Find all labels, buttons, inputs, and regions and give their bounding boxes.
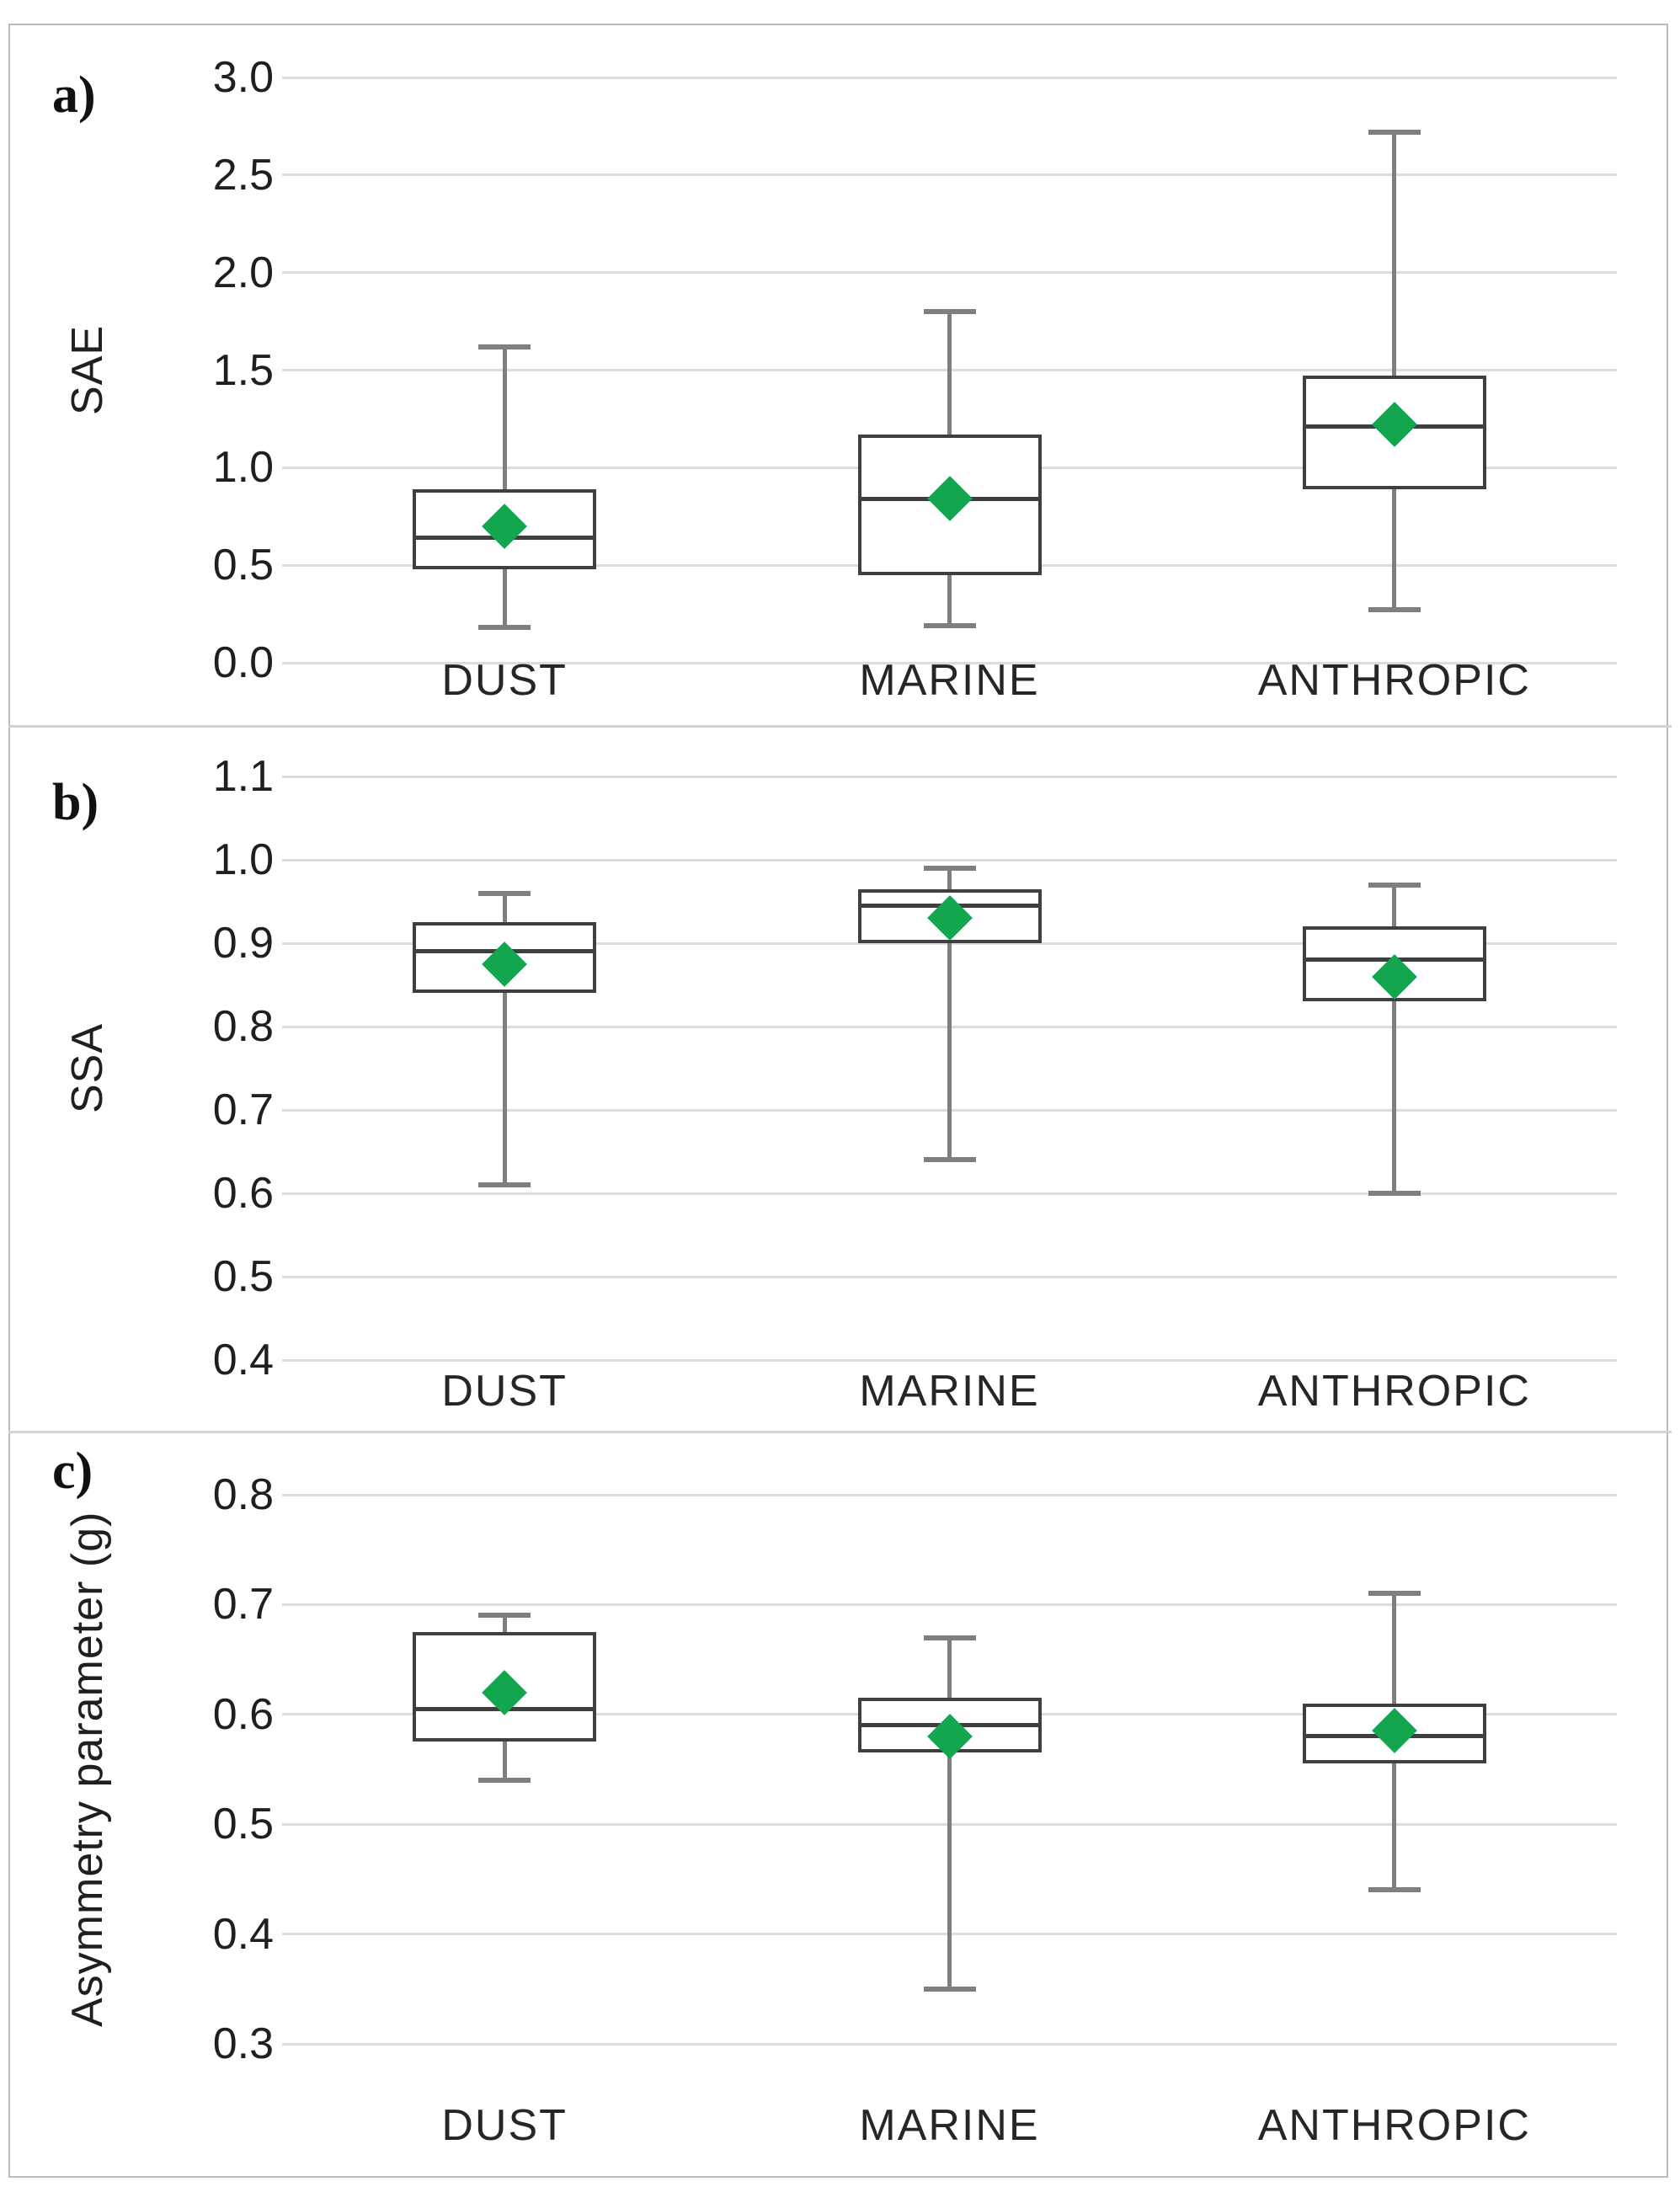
whisker-cap-top	[923, 1635, 976, 1640]
whisker-cap-bottom	[923, 1986, 976, 1992]
whisker-cap-bottom	[1368, 607, 1421, 613]
y-tick-label: 0.7	[212, 1085, 274, 1134]
whisker-line	[1392, 884, 1397, 1193]
whisker-cap-top	[923, 309, 976, 314]
y-tick-label: 0.7	[212, 1580, 274, 1630]
gridline	[282, 1493, 1617, 1496]
y-tick-label: 0.5	[212, 1252, 274, 1301]
gridline	[282, 775, 1617, 778]
whisker-cap-bottom	[1368, 1191, 1421, 1196]
panel-divider	[8, 725, 1672, 728]
y-tick-label: 1.1	[212, 752, 274, 801]
whisker-cap-top	[923, 865, 976, 871]
whisker-line	[502, 346, 507, 628]
y-tick-label: 0.8	[212, 1002, 274, 1051]
whisker-cap-bottom	[1368, 1887, 1421, 1893]
whisker-cap-bottom	[478, 625, 531, 631]
x-category-label: ANTHROPIC	[1257, 2101, 1531, 2150]
x-category-label: DUST	[441, 2101, 568, 2150]
x-category-label: DUST	[441, 656, 568, 705]
whisker-cap-top	[1368, 882, 1421, 888]
gridline	[282, 76, 1617, 79]
panel-divider	[8, 1431, 1672, 1433]
whisker-line	[947, 1637, 952, 1989]
panel-b-letter: b)	[52, 774, 99, 831]
y-tick-label: 0.8	[212, 1470, 274, 1519]
whisker-cap-bottom	[923, 622, 976, 628]
figure-border	[8, 24, 1668, 2178]
y-axis-title-asymmetry: Asymmetry parameter (g)	[63, 1511, 112, 2028]
gridline	[282, 1603, 1617, 1606]
gridline	[282, 2042, 1617, 2046]
x-category-label: ANTHROPIC	[1257, 656, 1531, 705]
gridline	[282, 1275, 1617, 1278]
whisker-line	[1392, 131, 1397, 611]
gridline	[282, 661, 1617, 664]
y-tick-label: 2.0	[212, 248, 274, 297]
whisker-cap-top	[478, 1613, 531, 1619]
gridline	[282, 173, 1617, 177]
gridline	[282, 858, 1617, 861]
y-tick-label: 1.5	[212, 345, 274, 395]
y-tick-label: 2.5	[212, 150, 274, 200]
x-category-label: DUST	[441, 1367, 568, 1416]
y-axis-title-ssa: SSA	[63, 1022, 112, 1114]
y-tick-label: 0.6	[212, 1169, 274, 1218]
y-tick-label: 0.5	[212, 541, 274, 590]
y-tick-label: 0.5	[212, 1800, 274, 1849]
y-tick-label: 0.0	[212, 638, 274, 687]
y-tick-label: 3.0	[212, 53, 274, 102]
whisker-cap-top	[1368, 129, 1421, 135]
y-tick-label: 0.4	[212, 1909, 274, 1959]
gridline	[282, 271, 1617, 275]
x-category-label: ANTHROPIC	[1257, 1367, 1531, 1416]
x-category-label: MARINE	[859, 656, 1040, 705]
whisker-cap-bottom	[478, 1182, 531, 1188]
whisker-line	[947, 867, 952, 1160]
x-category-label: MARINE	[859, 1367, 1040, 1416]
whisker-cap-bottom	[478, 1778, 531, 1784]
panel-a-letter: a)	[52, 67, 96, 124]
y-tick-label: 0.3	[212, 2019, 274, 2068]
whisker-line	[502, 893, 507, 1186]
whisker-cap-top	[478, 344, 531, 349]
y-tick-label: 0.4	[212, 1336, 274, 1384]
gridline	[282, 1192, 1617, 1195]
y-tick-label: 0.9	[212, 919, 274, 968]
whisker-cap-top	[478, 890, 531, 896]
panel-c-letter: c)	[52, 1443, 93, 1500]
whisker-cap-bottom	[923, 1157, 976, 1163]
y-tick-label: 1.0	[212, 443, 274, 493]
whisker-cap-top	[1368, 1591, 1421, 1597]
x-category-label: MARINE	[859, 2101, 1040, 2150]
gridline	[282, 1358, 1617, 1362]
y-tick-label: 1.0	[212, 835, 274, 884]
y-axis-title-sae: SAE	[63, 324, 112, 416]
y-tick-label: 0.6	[212, 1689, 274, 1739]
